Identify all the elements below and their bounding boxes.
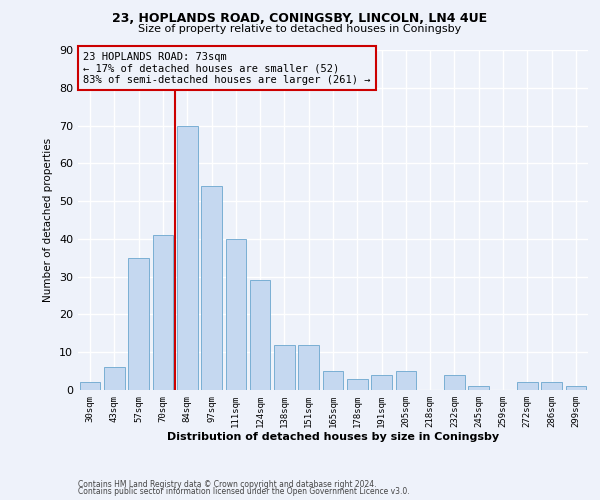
Bar <box>201 186 222 390</box>
Bar <box>152 235 173 390</box>
Bar <box>177 126 197 390</box>
Bar <box>226 239 246 390</box>
Bar <box>469 386 489 390</box>
Bar <box>371 375 392 390</box>
Text: Contains public sector information licensed under the Open Government Licence v3: Contains public sector information licen… <box>78 488 410 496</box>
Bar <box>566 386 586 390</box>
Bar <box>80 382 100 390</box>
Bar <box>395 371 416 390</box>
Bar <box>444 375 465 390</box>
Y-axis label: Number of detached properties: Number of detached properties <box>43 138 53 302</box>
Text: Size of property relative to detached houses in Coningsby: Size of property relative to detached ho… <box>139 24 461 34</box>
Text: Contains HM Land Registry data © Crown copyright and database right 2024.: Contains HM Land Registry data © Crown c… <box>78 480 377 489</box>
Text: 23, HOPLANDS ROAD, CONINGSBY, LINCOLN, LN4 4UE: 23, HOPLANDS ROAD, CONINGSBY, LINCOLN, L… <box>112 12 488 26</box>
Bar <box>250 280 271 390</box>
Bar <box>274 344 295 390</box>
Text: Distribution of detached houses by size in Coningsby: Distribution of detached houses by size … <box>167 432 499 442</box>
Bar <box>347 378 368 390</box>
Bar <box>541 382 562 390</box>
Bar <box>104 368 125 390</box>
Bar <box>517 382 538 390</box>
Bar <box>128 258 149 390</box>
Bar <box>298 344 319 390</box>
Text: 23 HOPLANDS ROAD: 73sqm
← 17% of detached houses are smaller (52)
83% of semi-de: 23 HOPLANDS ROAD: 73sqm ← 17% of detache… <box>83 52 371 85</box>
Bar <box>323 371 343 390</box>
